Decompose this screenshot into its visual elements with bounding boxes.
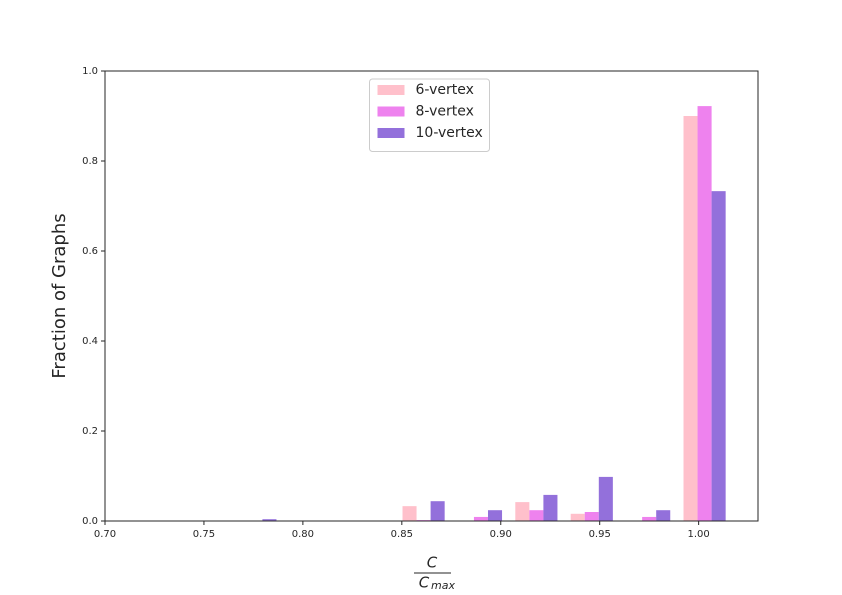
bar	[584, 512, 599, 521]
bar	[473, 516, 488, 521]
y-tick-label: 1.0	[82, 66, 98, 77]
y-axis-label: Fraction of Graphs	[49, 213, 70, 378]
y-tick-label: 0.2	[82, 426, 98, 437]
x-tick-label: 0.95	[589, 529, 611, 540]
x-tick-label: 1.00	[688, 529, 710, 540]
x-tick-label: 0.90	[490, 529, 512, 540]
x-tick-label: 0.70	[94, 529, 116, 540]
legend-swatch	[377, 85, 405, 95]
bar	[598, 476, 613, 521]
legend-swatch	[377, 106, 405, 117]
y-tick-label: 0.0	[82, 516, 98, 527]
plot-frame	[104, 70, 759, 522]
y-tick-label: 0.8	[82, 156, 98, 167]
x-axis-label: C C max	[414, 554, 455, 592]
bar	[515, 502, 530, 521]
x-label-numerator: C	[427, 554, 438, 572]
legend-label: 10-vertex	[416, 125, 483, 141]
bar	[683, 116, 698, 521]
bar	[642, 516, 657, 521]
x-tick-label: 0.75	[193, 529, 215, 540]
bar	[529, 510, 544, 521]
y-tick-label: 0.6	[82, 246, 98, 257]
legend-label: 8-vertex	[416, 104, 474, 120]
bar	[656, 510, 671, 521]
bar	[487, 510, 503, 521]
x-tick-label: 0.85	[391, 529, 413, 540]
bar	[402, 506, 417, 521]
legend-label: 6-vertex	[416, 82, 474, 98]
x-tick-label: 0.80	[292, 529, 314, 540]
bar	[697, 106, 712, 521]
legend-swatch	[377, 128, 405, 138]
x-label-denominator: C	[419, 574, 430, 592]
bar	[543, 494, 558, 521]
bar	[430, 501, 445, 521]
x-label-subscript: max	[431, 579, 455, 592]
y-tick-label: 0.4	[82, 336, 98, 347]
bar	[262, 519, 277, 521]
bar	[711, 191, 726, 521]
bar	[570, 513, 585, 521]
